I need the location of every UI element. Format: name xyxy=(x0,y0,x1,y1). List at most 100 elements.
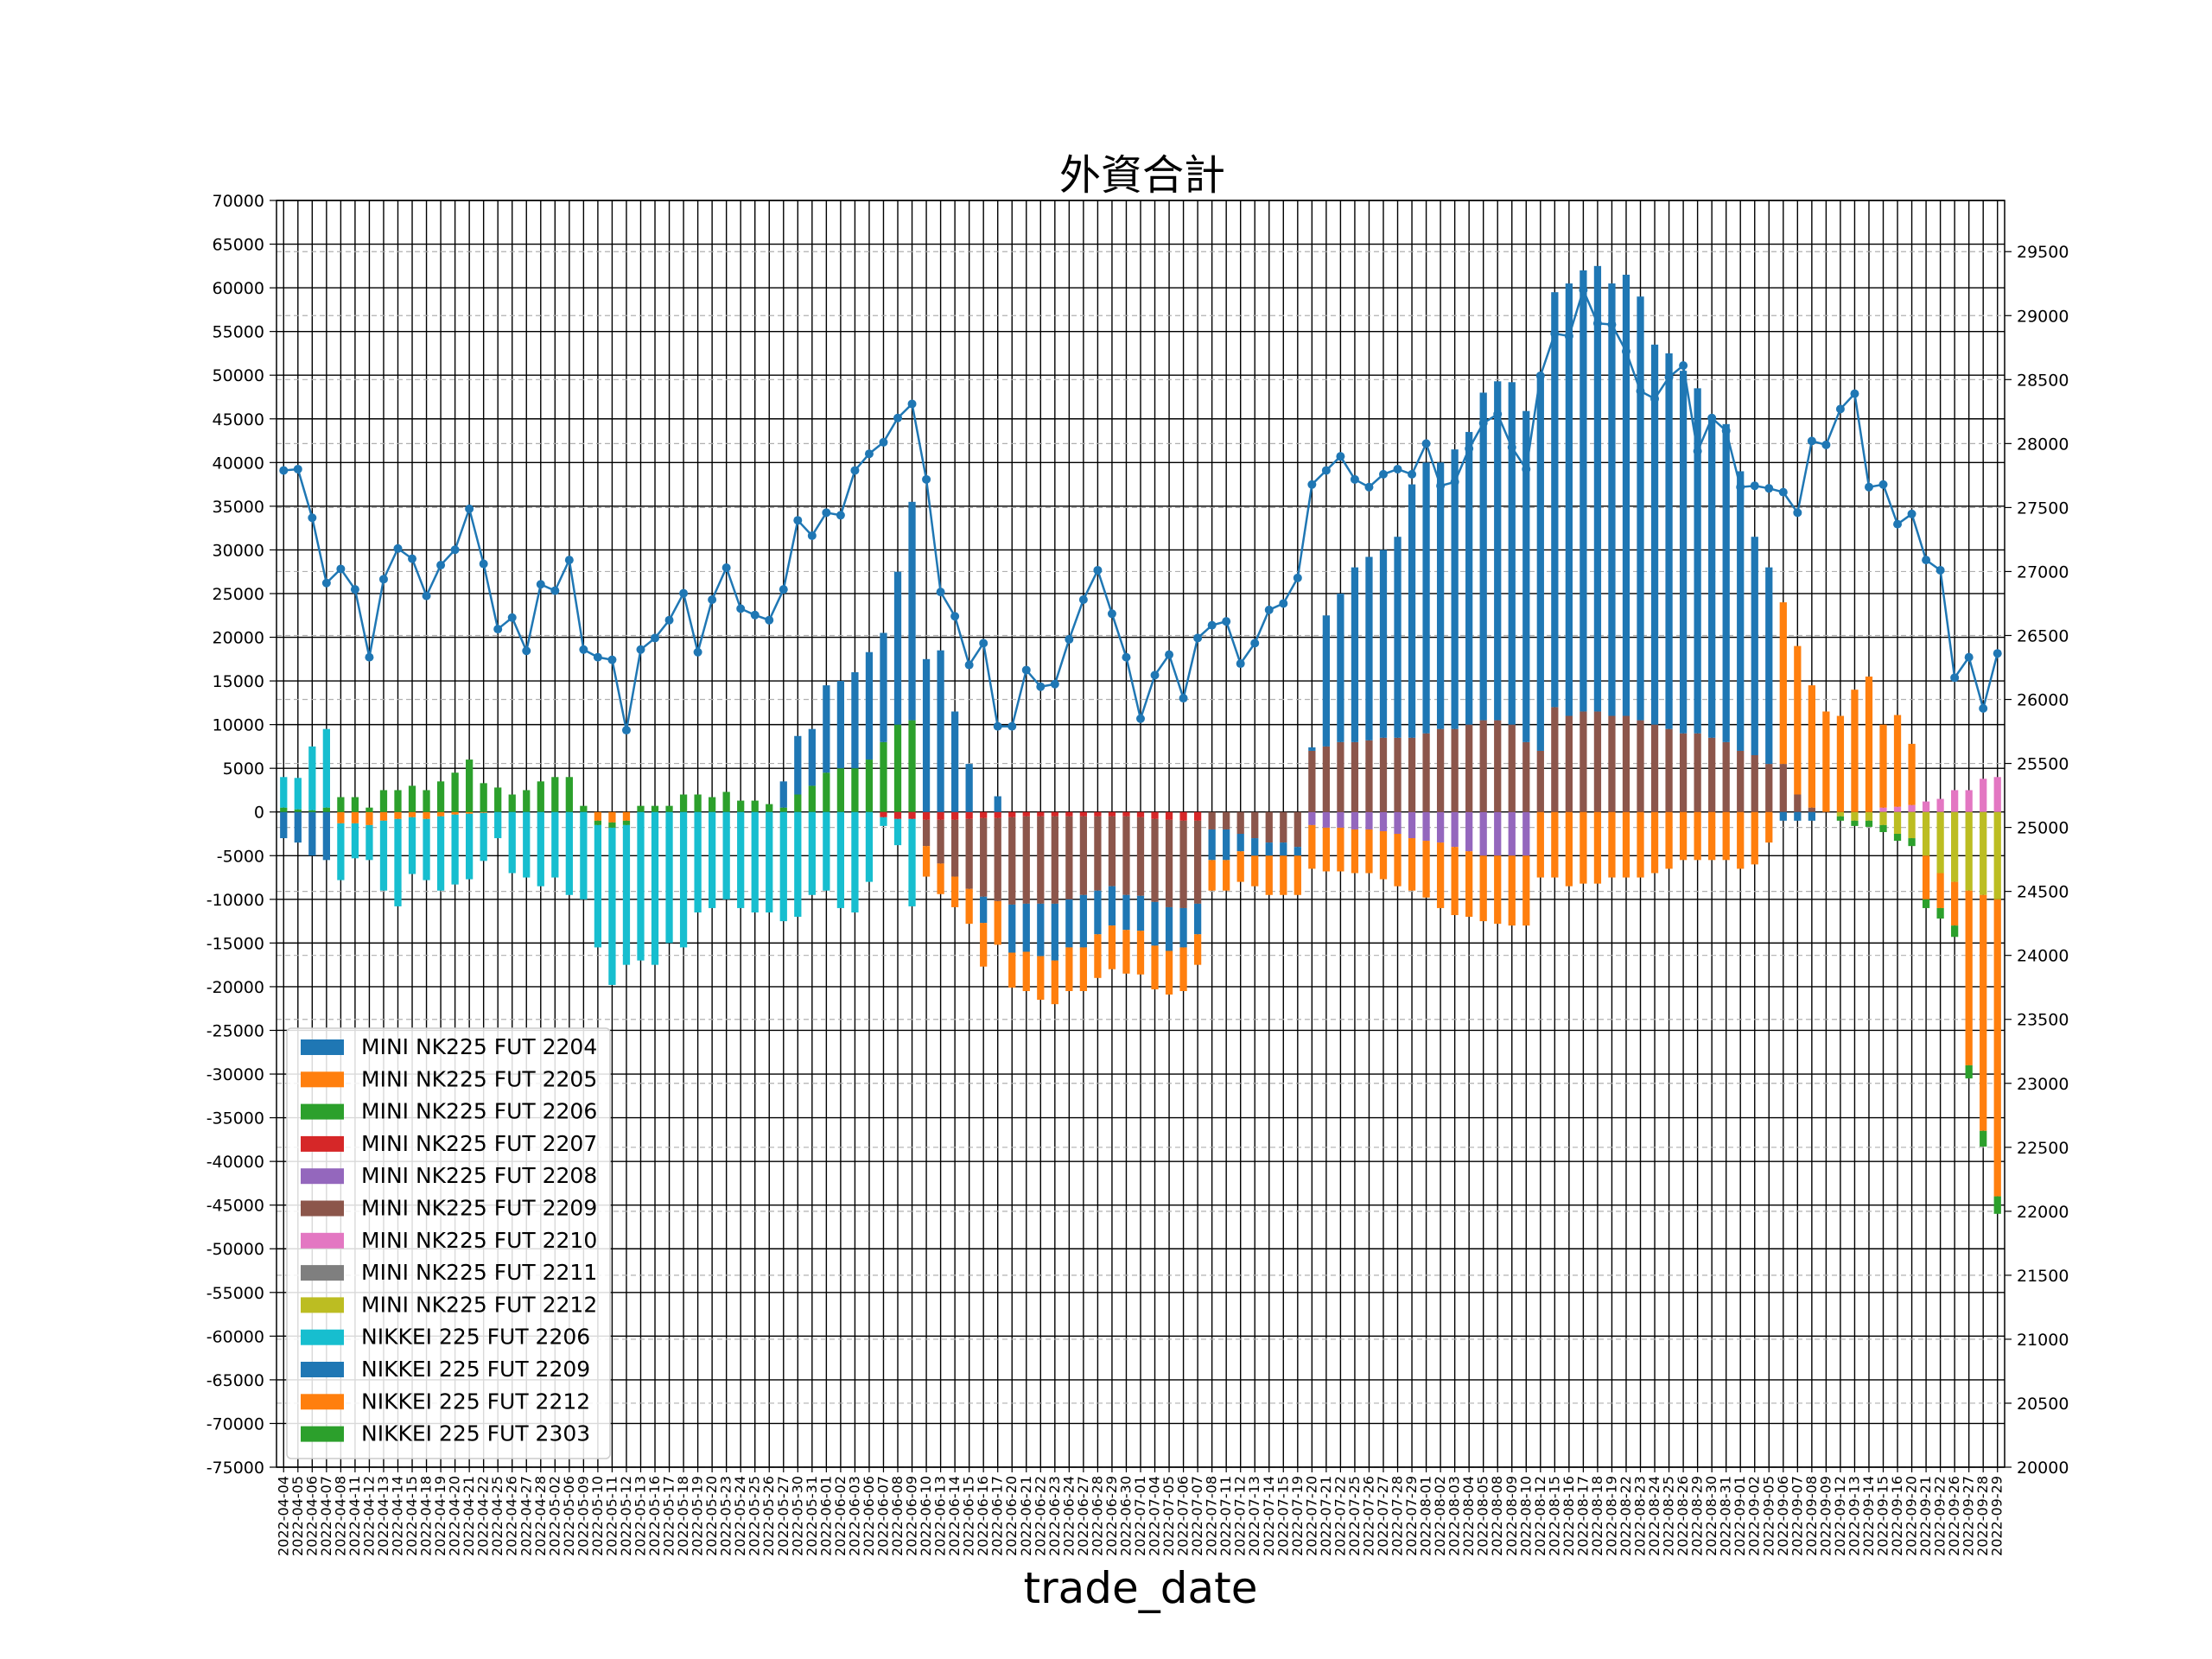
price-point xyxy=(479,559,488,569)
bar-segment xyxy=(1422,733,1430,812)
bar-segment xyxy=(308,811,316,856)
bar-segment xyxy=(1108,811,1116,817)
bar-segment xyxy=(1394,834,1402,887)
x-tick-label: 2022-09-27 xyxy=(1961,1476,1977,1556)
left-tick-label: -35000 xyxy=(207,1109,264,1128)
bar-segment xyxy=(1308,750,1316,812)
x-tick-label: 2022-04-26 xyxy=(504,1476,520,1556)
right-tick-label: 20500 xyxy=(2017,1395,2069,1414)
bar-segment xyxy=(808,785,816,812)
bar-segment xyxy=(794,811,802,918)
bar-segment xyxy=(665,811,673,944)
bar-segment xyxy=(1822,711,1830,812)
bar-segment xyxy=(1593,711,1602,812)
bar-segment xyxy=(1451,847,1459,916)
bar-segment xyxy=(1165,906,1173,951)
x-tick-label: 2022-08-18 xyxy=(1589,1476,1605,1556)
x-tick-label: 2022-06-15 xyxy=(961,1476,977,1556)
price-point xyxy=(1579,285,1588,295)
bar-segment xyxy=(565,777,573,812)
x-tick-label: 2022-04-14 xyxy=(389,1476,405,1556)
bar-segment xyxy=(1251,838,1259,856)
x-tick-label: 2022-06-14 xyxy=(946,1476,963,1556)
bar-segment xyxy=(1808,685,1815,808)
bar-segment xyxy=(794,794,802,812)
price-point xyxy=(1878,480,1888,489)
bar-segment xyxy=(779,807,787,812)
bar-segment xyxy=(1494,720,1502,812)
bar-segment xyxy=(1694,733,1701,812)
bar-segment xyxy=(965,818,973,889)
price-point xyxy=(664,615,674,625)
price-point xyxy=(1264,605,1274,614)
bar-segment xyxy=(1879,811,1887,825)
x-tick-label: 2022-06-07 xyxy=(874,1476,891,1556)
bar-segment xyxy=(737,800,745,812)
x-tick-label: 2022-08-03 xyxy=(1446,1476,1463,1556)
bar-segment xyxy=(1465,811,1473,852)
bar-segment xyxy=(1679,371,1688,734)
bar-segment xyxy=(836,811,845,908)
right-tick-label: 23000 xyxy=(2017,1075,2069,1094)
bar-segment xyxy=(694,811,702,912)
price-point xyxy=(1236,659,1245,669)
bar-segment xyxy=(1708,811,1716,861)
legend-label: MINI NK225 FUT 2204 xyxy=(361,1034,597,1059)
bar-segment xyxy=(994,900,1001,945)
price-point xyxy=(636,645,645,654)
x-tick-label: 2022-06-30 xyxy=(1117,1476,1134,1556)
bar-segment xyxy=(1637,296,1644,721)
price-point xyxy=(564,556,574,565)
bar-segment xyxy=(1436,462,1445,729)
x-tick-label: 2022-08-16 xyxy=(1560,1476,1577,1556)
x-tick-label: 2022-07-15 xyxy=(1274,1476,1291,1556)
bar-segment xyxy=(308,746,316,810)
x-tick-label: 2022-07-19 xyxy=(1289,1476,1306,1556)
price-point xyxy=(607,655,617,664)
bar-segment xyxy=(1136,817,1145,896)
legend-label: NIKKEI 225 FUT 2303 xyxy=(361,1421,590,1446)
x-tick-label: 2022-05-11 xyxy=(603,1476,620,1556)
x-tick-label: 2022-07-11 xyxy=(1217,1476,1234,1556)
price-point xyxy=(736,604,746,613)
right-tick-label: 24500 xyxy=(2017,883,2069,902)
left-tick-label: 20000 xyxy=(213,629,264,648)
bar-segment xyxy=(1851,690,1859,812)
bar-segment xyxy=(1094,890,1102,935)
bar-segment xyxy=(337,797,345,812)
price-point xyxy=(1036,682,1046,691)
price-point xyxy=(1050,679,1059,689)
bar-segment xyxy=(1794,811,1802,821)
bar-segment xyxy=(1522,410,1530,742)
left-y-axis: -75000-70000-65000-60000-55000-50000-450… xyxy=(207,192,276,1478)
left-tick-label: -65000 xyxy=(207,1371,264,1390)
right-tick-label: 20000 xyxy=(2017,1459,2069,1478)
price-point xyxy=(1907,509,1916,518)
price-point xyxy=(1307,480,1317,489)
bar-segment xyxy=(466,811,474,814)
bar-segment xyxy=(1308,747,1316,751)
bar-segment xyxy=(1908,743,1916,805)
x-tick-label: 2022-05-31 xyxy=(804,1476,820,1556)
price-point xyxy=(279,466,289,475)
price-point xyxy=(621,726,631,735)
x-tick-label: 2022-09-20 xyxy=(1904,1476,1920,1556)
bar-segment xyxy=(1737,471,1745,751)
bar-segment xyxy=(994,817,1001,901)
x-tick-label: 2022-08-04 xyxy=(1460,1476,1477,1556)
legend-swatch xyxy=(301,1329,344,1345)
bar-segment xyxy=(1408,811,1416,839)
bar-segment xyxy=(1208,811,1216,830)
bar-segment xyxy=(1936,798,1944,812)
bar-segment xyxy=(1865,820,1873,827)
bar-segment xyxy=(1922,801,1930,812)
legend-swatch xyxy=(301,1232,344,1249)
right-tick-label: 21500 xyxy=(2017,1267,2069,1286)
bar-segment xyxy=(1265,855,1273,895)
price-point xyxy=(422,591,431,601)
legend-swatch xyxy=(301,1297,344,1313)
x-tick-label: 2022-04-20 xyxy=(447,1476,463,1556)
legend-label: MINI NK225 FUT 2208 xyxy=(361,1163,597,1188)
bar-segment xyxy=(1851,811,1859,821)
bar-segment xyxy=(622,811,631,821)
